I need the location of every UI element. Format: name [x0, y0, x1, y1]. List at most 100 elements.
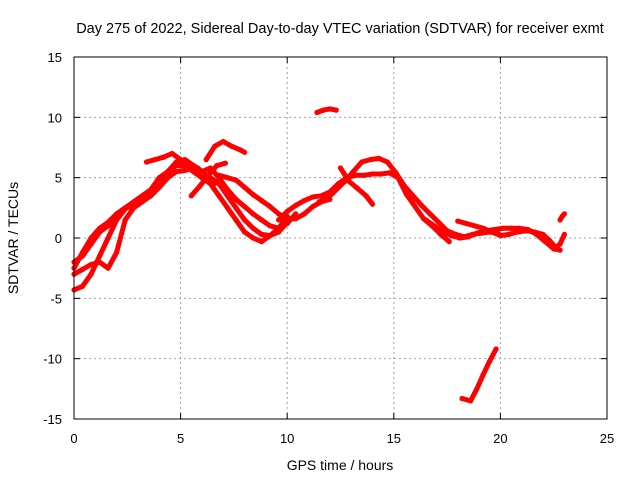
data-point — [173, 159, 179, 165]
data-point — [436, 219, 442, 225]
data-point — [489, 229, 495, 235]
data-point — [165, 169, 171, 175]
data-point — [250, 211, 256, 217]
data-point — [459, 395, 465, 402]
data-point — [508, 225, 514, 231]
data-point — [242, 184, 248, 190]
data-point — [131, 205, 137, 211]
x-tick-label: 15 — [387, 431, 401, 446]
data-point — [314, 109, 320, 116]
axis-ticks: 0 5 10 15 20 25 -15 -10 -5 0 5 10 15 — [43, 50, 614, 446]
data-point — [557, 241, 563, 247]
data-point — [355, 185, 361, 192]
y-axis-label: SDTVAR / TECUs — [5, 182, 21, 294]
data-point — [97, 253, 103, 259]
data-point — [284, 216, 290, 222]
data-point — [79, 283, 86, 289]
data-point — [216, 181, 222, 187]
data-point — [468, 398, 474, 404]
data-point — [186, 160, 192, 166]
data-point — [122, 217, 128, 223]
data-point — [259, 239, 265, 245]
data-point — [224, 193, 231, 199]
data-point — [233, 177, 239, 183]
data-point — [474, 230, 480, 236]
data-point — [480, 225, 486, 231]
data-point — [557, 247, 563, 253]
data-point — [79, 249, 86, 256]
y-tick-label: 15 — [48, 50, 62, 65]
data-point — [97, 225, 103, 231]
data-point — [276, 229, 282, 235]
data-point — [203, 157, 209, 163]
y-tick-label: -10 — [43, 352, 62, 367]
data-point — [410, 193, 416, 199]
data-point — [233, 217, 239, 223]
data-point — [440, 229, 446, 235]
chart-title: Day 275 of 2022, Sidereal Day-to-day VTE… — [76, 21, 604, 37]
data-point — [316, 199, 322, 205]
x-tick-label: 10 — [280, 431, 294, 446]
data-point — [418, 202, 425, 208]
x-tick-label: 5 — [177, 431, 184, 446]
data-point — [105, 219, 111, 225]
data-point — [393, 170, 399, 176]
y-tick-label: -5 — [50, 291, 62, 306]
data-point — [514, 229, 521, 235]
data-point — [152, 157, 158, 163]
data-point — [173, 169, 179, 175]
data-point — [229, 143, 235, 149]
data-point — [546, 237, 553, 243]
data-point — [363, 193, 369, 199]
series-track-15 — [314, 106, 339, 115]
data-point — [487, 358, 493, 364]
data-point — [242, 229, 248, 235]
data-point — [310, 194, 316, 200]
data-point — [446, 239, 452, 245]
data-point — [540, 231, 546, 237]
data-point — [114, 217, 120, 223]
data-point — [337, 165, 344, 171]
data-point — [553, 245, 559, 251]
data-point — [457, 235, 463, 241]
data-point — [480, 371, 486, 377]
data-point — [267, 223, 273, 229]
data-point — [448, 233, 454, 239]
data-point — [293, 216, 299, 222]
data-point — [267, 233, 273, 239]
data-point — [359, 159, 365, 165]
data-point — [301, 198, 307, 204]
x-axis-label: GPS time / hours — [287, 457, 394, 473]
data-point — [242, 217, 248, 223]
data-point — [114, 249, 120, 256]
data-point — [531, 229, 538, 235]
grid — [74, 57, 607, 419]
data-point — [497, 233, 503, 239]
y-tick-label: -15 — [43, 412, 62, 427]
data-point — [122, 206, 128, 212]
data-point — [276, 217, 282, 223]
data-point — [178, 157, 184, 163]
data-point — [463, 220, 469, 227]
data-point — [325, 195, 331, 201]
data-point — [224, 205, 231, 211]
data-point — [493, 346, 499, 352]
data-point — [327, 106, 333, 112]
data-point — [561, 231, 568, 237]
data-point — [212, 143, 218, 149]
data-point — [259, 198, 265, 204]
data-point — [412, 204, 418, 210]
data-point — [143, 159, 150, 165]
data-point — [105, 235, 111, 241]
data-point — [88, 235, 94, 241]
data-point — [212, 181, 218, 187]
data-point — [224, 175, 231, 181]
data-point — [216, 193, 222, 199]
x-tick-label: 20 — [493, 431, 507, 446]
data-point — [523, 228, 529, 234]
data-point — [284, 208, 290, 215]
data-point — [139, 199, 145, 205]
data-point — [333, 107, 339, 113]
x-tick-label: 0 — [70, 431, 77, 446]
